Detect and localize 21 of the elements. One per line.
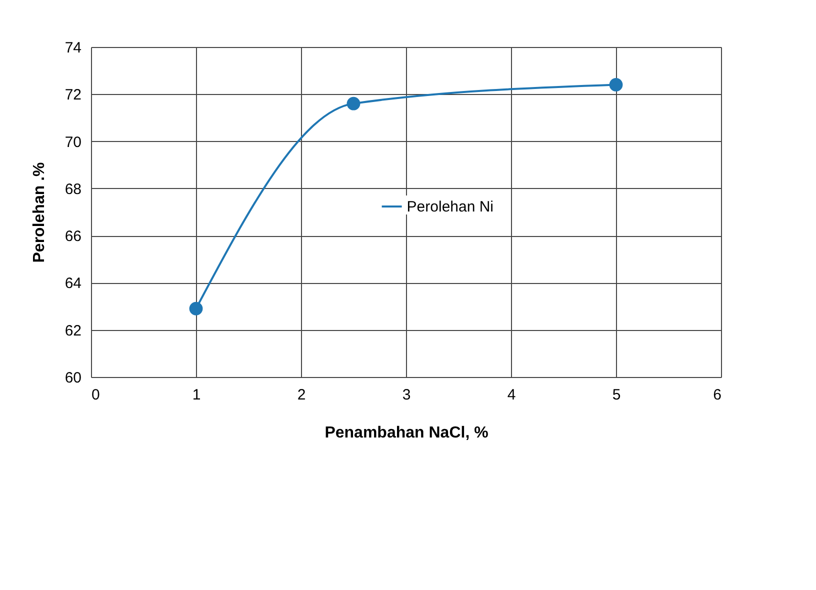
point [609, 78, 623, 92]
x-tick-label: 5 [612, 386, 621, 404]
y-tick-label: 66 [64, 228, 82, 246]
x-tick-label: 2 [297, 386, 306, 404]
x-tick-label: 4 [507, 386, 516, 404]
legend-label: Perolehan Ni [406, 198, 494, 216]
y-tick-label: 62 [64, 322, 82, 340]
y-tick-label: 60 [64, 370, 82, 386]
point [189, 302, 203, 316]
y-tick-label: 64 [64, 275, 82, 292]
x-tick-label: 6 [713, 386, 722, 404]
x-axis-title: Penambahan NaCl, % [324, 424, 488, 442]
y-tick-label: 72 [64, 86, 82, 104]
x-tick-label: 3 [402, 386, 411, 404]
y-axis-title: Perolehan .% [30, 162, 48, 263]
y-tick-label: 74 [64, 40, 82, 56]
x-tick-label: 0 [92, 386, 100, 404]
y-tick-label: 68 [64, 180, 82, 198]
x-tick-label: 1 [192, 386, 201, 404]
y-tick-label: 70 [64, 134, 82, 151]
point [346, 96, 360, 110]
